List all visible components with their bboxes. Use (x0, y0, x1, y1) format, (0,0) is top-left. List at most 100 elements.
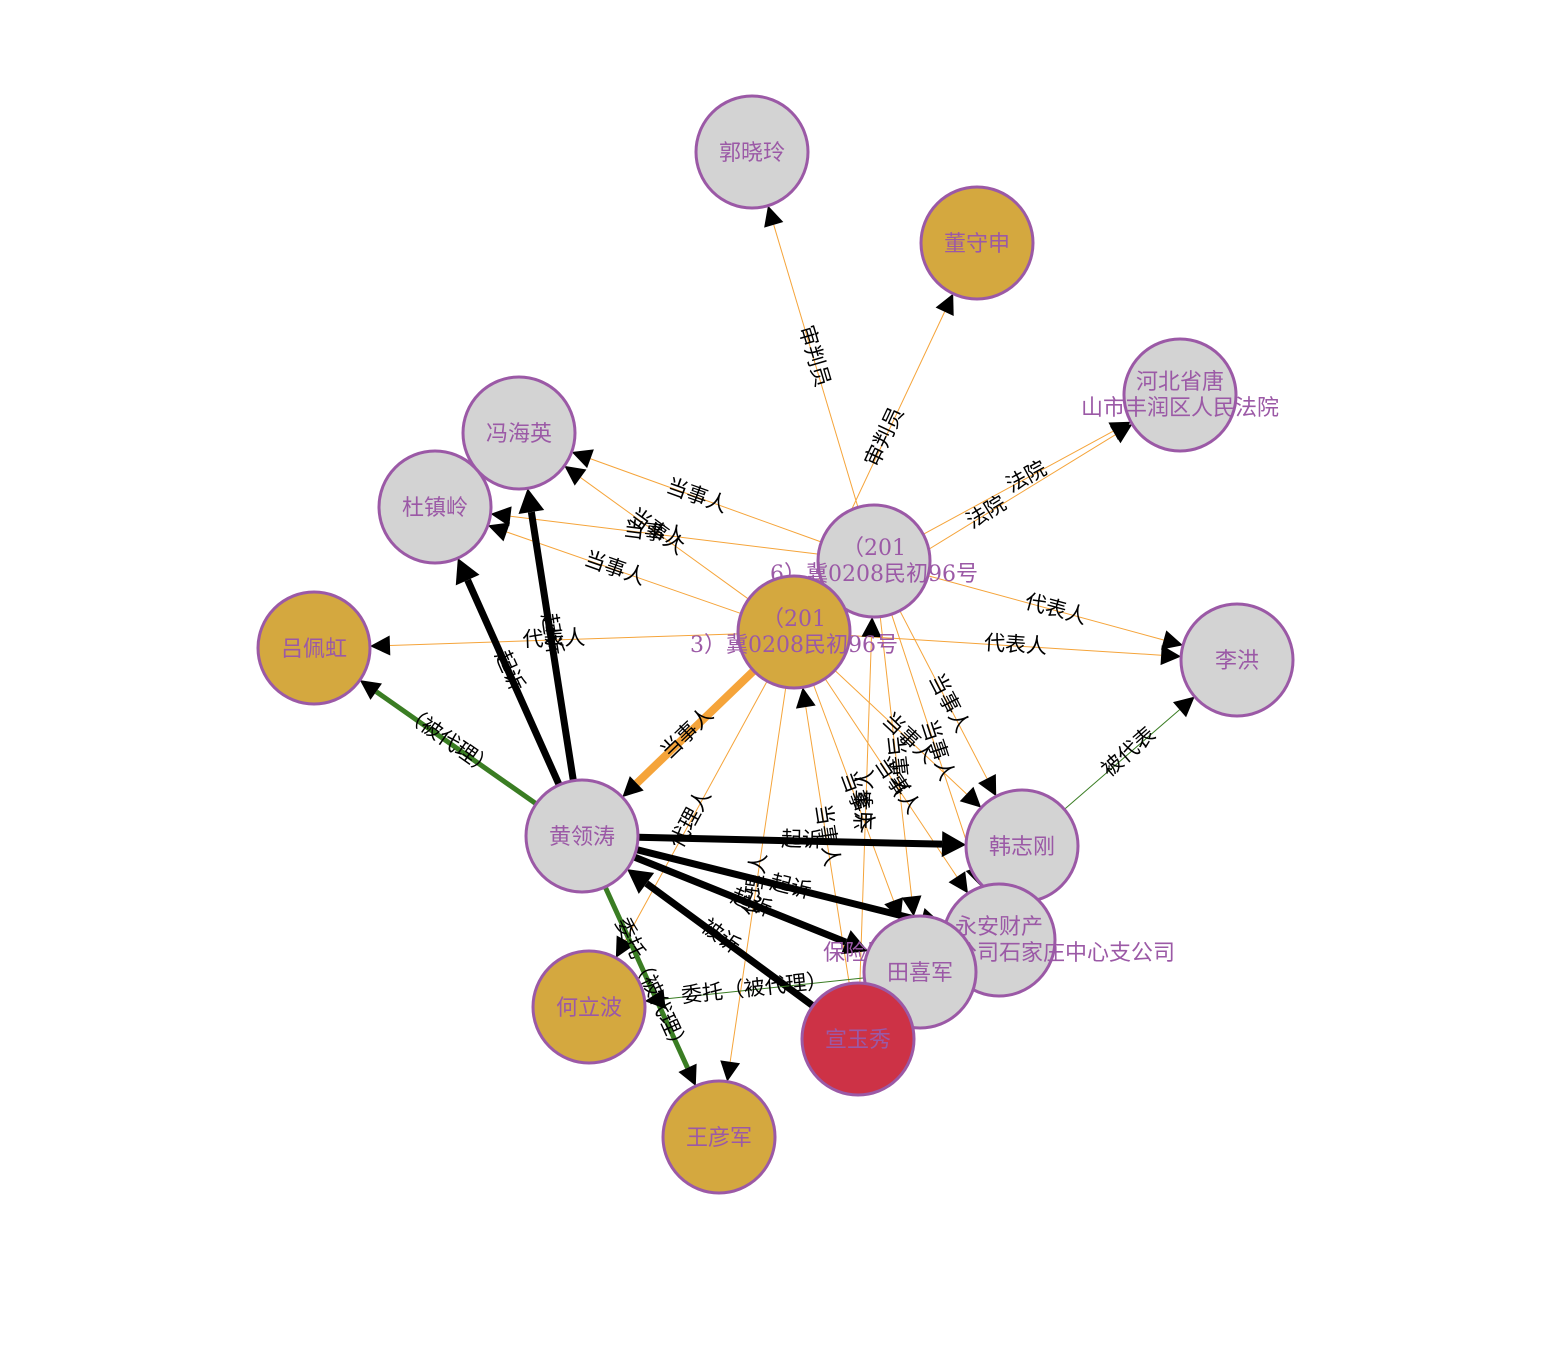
node-label: 吕佩虹 (281, 637, 347, 662)
edge-case13-feng (580, 477, 749, 600)
node-circle (377, 449, 493, 565)
arrowhead-case16-guo (764, 205, 784, 228)
node-circle (694, 94, 810, 210)
arrowhead-case13-wang (720, 1060, 741, 1082)
node-circle (919, 185, 1035, 301)
arrowhead-case16-du (490, 506, 512, 527)
edge-label: 当事人 (663, 474, 730, 518)
edge-label: 被代表 (1097, 722, 1160, 781)
edge-case16-li (927, 575, 1164, 641)
arrowhead-xuan-case16 (861, 616, 882, 638)
edge-case16-han (899, 610, 988, 779)
node-li[interactable]: 李洪 (1179, 602, 1295, 718)
node-circle (661, 1079, 777, 1195)
edge-label: 法院 (962, 491, 1010, 533)
node-circle (816, 503, 932, 619)
node-label: （201 (762, 607, 826, 632)
edge-tian-he (664, 977, 865, 1000)
arrowhead-case13-feng (564, 465, 587, 486)
arrowhead-huang-feng (518, 488, 545, 515)
edge-huang-lv (374, 689, 538, 806)
arrowhead-case13-lv (369, 635, 391, 656)
edge-label: （被代理） (399, 701, 499, 781)
node-he[interactable]: 何立波 (531, 949, 647, 1065)
node-label: 永安财产 (955, 915, 1043, 940)
edge-xuan-huang (644, 880, 815, 1009)
edge-label: 审判员 (860, 403, 909, 470)
arrowhead-case13-court (1110, 424, 1133, 444)
node-label: 王彦军 (686, 1126, 752, 1151)
edge-case13-wang (729, 687, 787, 1062)
edge-huang-du (464, 578, 563, 787)
node-label: 河北省唐 (1136, 370, 1224, 395)
node-label: （201 (842, 536, 906, 561)
node-circle (800, 981, 916, 1097)
nodes-layer: 郭晓玲董守申河北省唐山市丰润区人民法院冯海英杜镇岭（2016）冀0208民初96… (256, 94, 1295, 1195)
edge-label: 当事人 (581, 546, 648, 589)
node-label: 郭晓玲 (719, 141, 785, 166)
arrowhead-case16-tian (901, 895, 922, 917)
arrowhead-case13-huang (622, 776, 644, 798)
node-label: 黄领涛 (549, 825, 615, 850)
node-label: 冯海英 (486, 422, 552, 447)
node-label: 3）冀0208民初96号 (690, 633, 898, 658)
node-circle (1122, 337, 1238, 453)
node-du[interactable]: 杜镇岭 (377, 449, 493, 565)
edge-case16-feng (590, 458, 822, 543)
edge-case13-huang (633, 667, 757, 787)
node-label: 田喜军 (887, 961, 953, 986)
arrowhead-huang-tian (840, 930, 869, 955)
node-label: 李洪 (1215, 649, 1259, 674)
node-circle (1179, 602, 1295, 718)
node-label: 杜镇岭 (402, 496, 468, 521)
arrowhead-huang-du (455, 558, 480, 586)
edge-case16-yongan (891, 614, 976, 868)
arrowhead-case16-li (1161, 630, 1183, 650)
edge-case13-he (625, 680, 768, 941)
arrowhead-huang-wang (678, 1063, 697, 1087)
edge-label: 代表人 (983, 631, 1047, 659)
node-lv[interactable]: 吕佩虹 (256, 590, 372, 706)
node-huang[interactable]: 黄领涛 (524, 778, 640, 894)
arrowhead-case16-han (978, 773, 997, 797)
edge-case16-guo (773, 224, 859, 508)
node-label: 韩志刚 (989, 835, 1055, 860)
arrowhead-case13-yongan (948, 871, 968, 894)
edges-layer (359, 205, 1195, 1087)
arrowhead-case13-du (487, 522, 511, 542)
edge-huang-han (637, 833, 943, 848)
edge-label: 法院 (1002, 456, 1050, 497)
edge-label: 代表人 (522, 625, 586, 651)
edge-case13-tian (812, 684, 895, 901)
arrowhead-han-li (1172, 696, 1195, 718)
node-circle (461, 375, 577, 491)
edge-label: 起诉 (781, 827, 824, 852)
edge-case13-li (849, 635, 1162, 656)
edge-case16-court (922, 430, 1114, 535)
node-wang[interactable]: 王彦军 (661, 1079, 777, 1195)
arrowhead-case16-feng (571, 449, 594, 469)
arrowhead-huang-lv (359, 680, 382, 700)
edge-case13-du (506, 531, 742, 615)
arrowhead-case13-dong (935, 293, 954, 317)
edge-huang-yongan (635, 846, 923, 925)
edge-xuan-case16 (859, 636, 872, 984)
edge-label: 当事人 (656, 702, 718, 763)
node-dong[interactable]: 董守申 (919, 185, 1035, 301)
arrowhead-tian-he (644, 989, 666, 1009)
edge-label: 当事人 (851, 768, 877, 832)
node-guo[interactable]: 郭晓玲 (694, 94, 810, 210)
arrowhead-huang-han (941, 831, 967, 858)
edge-label: 起诉 (490, 647, 529, 695)
edge-huang-wang (602, 885, 690, 1069)
node-circle (736, 574, 852, 690)
edge-label: 代表人 (1022, 589, 1089, 629)
edge-case13-lv (389, 633, 739, 646)
edge-case13-han (834, 669, 967, 795)
node-label: 宣玉秀 (825, 1028, 891, 1053)
node-xuan[interactable]: 宣玉秀 (800, 981, 916, 1097)
node-feng[interactable]: 冯海英 (461, 375, 577, 491)
